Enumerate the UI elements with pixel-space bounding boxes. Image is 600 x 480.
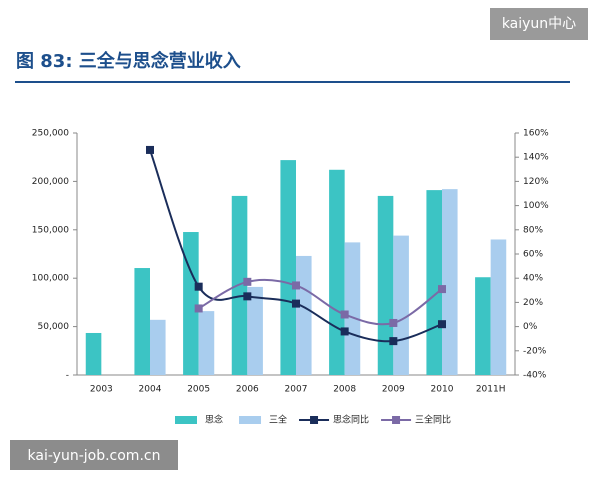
bar [393,235,409,375]
line-marker [292,281,300,290]
line-marker [194,304,203,313]
y2-tick-label: 160% [523,129,549,139]
y2-tick-label: 60% [523,250,543,260]
bar [344,242,361,375]
bar [490,239,507,375]
line [198,278,443,326]
bar [280,160,296,375]
line-marker [438,285,446,294]
bar [377,195,394,375]
y2-tick-label: 40% [523,274,543,284]
y-tick-label: 50,000 [38,322,70,332]
y2-tick-label: 140% [523,153,549,163]
legend-swatch [175,416,197,424]
line-marker [243,277,252,286]
y2-tick-label: -20% [523,346,547,356]
bar [134,268,150,375]
watermark-box [10,440,178,470]
x-tick-label: 2009 [382,385,405,395]
x-tick-label: 2003 [90,385,113,395]
y2-tick-label: -40% [523,371,547,381]
x-tick-label: 2010 [431,385,454,395]
x-tick-label: 2006 [236,385,259,395]
bar [475,277,491,375]
legend-label: 三全同比 [415,414,451,426]
y2-tick-label: 20% [523,298,543,308]
legend-label: 思念同比 [333,414,369,426]
line-marker [292,299,300,308]
bar [329,169,345,375]
line-marker [194,282,203,291]
y2-tick-label: 100% [523,201,549,211]
legend-swatch [239,416,262,424]
line-marker [389,318,398,327]
bar [296,255,312,375]
y-tick-label: 250,000 [32,129,69,139]
watermark: kai-yun-job.com.cn [28,448,161,464]
y-tick-label: 150,000 [32,225,69,235]
chart-title: 图 83: 三全与思念营业收入 [16,50,241,72]
line-marker [340,310,349,319]
x-tick-label: 2007 [285,385,308,395]
bar [85,332,102,375]
line-marker [243,292,252,301]
line-marker [438,320,446,329]
legend-label: 思念 [205,414,223,426]
legend-swatch [392,416,401,424]
x-tick-label: 2008 [333,385,356,395]
y2-tick-label: 80% [523,225,543,235]
watermark-box [490,8,588,40]
bar [247,286,263,375]
line-marker [389,337,398,346]
bar [150,319,166,375]
legend-swatch [310,416,319,424]
x-tick-label: 2004 [139,385,162,395]
y2-tick-label: 120% [523,177,549,187]
bar [442,189,458,375]
y-tick-label: 100,000 [32,274,69,284]
bar [426,190,442,375]
y2-tick-label: 0% [523,322,538,332]
x-tick-label: 2005 [187,385,210,395]
legend-label: 三全 [269,414,287,426]
bar [183,232,199,375]
y-tick-label: - [66,371,69,381]
line-marker [146,145,154,154]
y-tick-label: 200,000 [32,177,69,187]
watermark: kaiyun中心 [502,16,576,32]
bar [198,311,215,375]
line-marker [340,327,349,336]
x-tick-label: 2011H [476,385,506,395]
